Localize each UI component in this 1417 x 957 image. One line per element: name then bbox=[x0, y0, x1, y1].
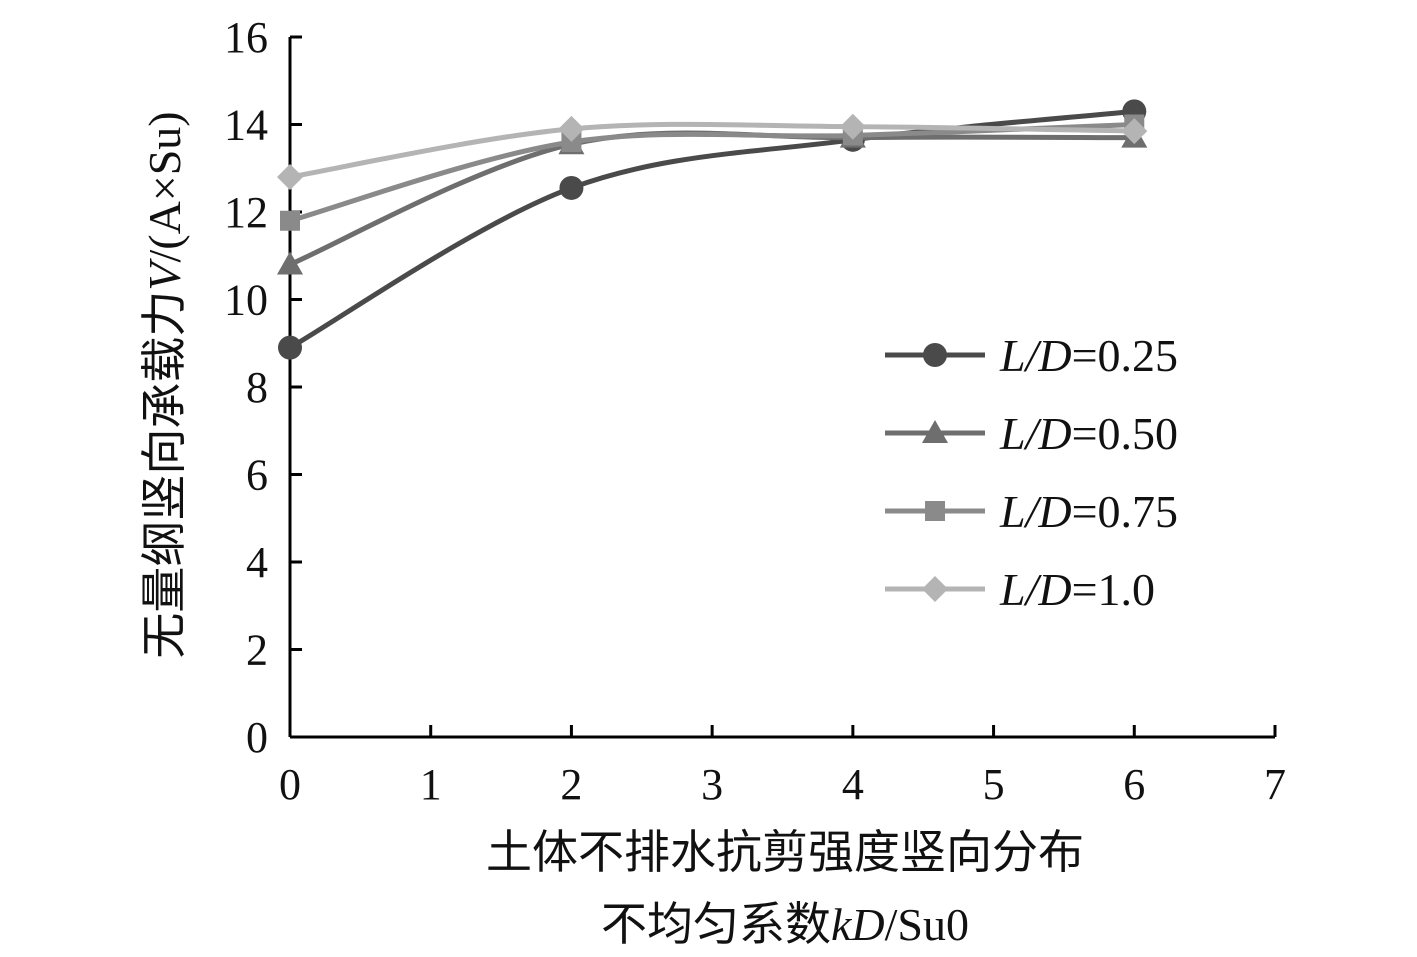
series-layer bbox=[277, 99, 1148, 360]
legend-item: L/D=0.75 bbox=[885, 486, 1178, 537]
legend-marker bbox=[925, 501, 945, 521]
x-tick-label: 1 bbox=[420, 760, 442, 809]
legend-label-value: =0.50 bbox=[1072, 408, 1178, 459]
data-point bbox=[559, 175, 584, 200]
data-point bbox=[278, 335, 302, 360]
x-axis-title-line1: 土体不排水抗剪强度竖向分布 bbox=[486, 827, 1084, 878]
x-axis-title-suffix: /Su0 bbox=[885, 899, 969, 950]
series-line bbox=[288, 108, 1135, 350]
legend-label: L/D=0.75 bbox=[999, 486, 1178, 537]
y-tick-label: 12 bbox=[224, 188, 268, 237]
x-tick-label: 5 bbox=[983, 760, 1005, 809]
x-axis-title-line2: 不均匀系数kD/Su0 bbox=[601, 899, 969, 950]
y-axis-title-prefix: 无量纲竖向承载力 bbox=[139, 291, 190, 659]
series-line bbox=[289, 121, 1135, 180]
data-point bbox=[1121, 118, 1148, 145]
legend-marker bbox=[923, 343, 947, 367]
legend-item: L/D=0.25 bbox=[885, 330, 1178, 381]
y-tick-label: 4 bbox=[246, 538, 268, 587]
data-point bbox=[561, 132, 582, 152]
legend-label-value: =1.0 bbox=[1072, 564, 1155, 615]
y-tick-label: 0 bbox=[246, 713, 268, 762]
y-tick-label: 10 bbox=[224, 276, 268, 325]
y-tick-label: 8 bbox=[246, 363, 268, 412]
y-tick-label: 16 bbox=[224, 13, 268, 62]
data-point bbox=[277, 164, 303, 190]
legend-item: L/D=0.50 bbox=[885, 408, 1178, 459]
y-axis-title-italic: V bbox=[139, 258, 190, 291]
y-tick-label: 14 bbox=[224, 101, 268, 150]
series-1 bbox=[277, 124, 1148, 275]
data-point bbox=[839, 113, 866, 140]
legend: L/D=0.25L/D=0.50L/D=0.75L/D=1.0 bbox=[885, 330, 1178, 615]
x-tick-label: 3 bbox=[701, 760, 723, 809]
legend-label-italic: L/D bbox=[999, 486, 1072, 537]
legend-label-italic: L/D bbox=[999, 408, 1072, 459]
legend-label-value: =0.25 bbox=[1072, 330, 1178, 381]
y-axis-title: 无量纲竖向承载力V/(A×Su) bbox=[139, 111, 190, 658]
legend-label-italic: L/D bbox=[999, 564, 1072, 615]
x-tick-label: 0 bbox=[279, 760, 301, 809]
data-point bbox=[558, 115, 585, 142]
legend-item: L/D=1.0 bbox=[885, 564, 1155, 615]
series-3 bbox=[277, 113, 1148, 190]
legend-label-value: =0.75 bbox=[1072, 486, 1178, 537]
x-axis-title-italic: kD bbox=[831, 899, 885, 950]
y-axis-title-suffix: /(A×Su) bbox=[139, 111, 190, 262]
x-axis-title-prefix: 不均匀系数 bbox=[601, 899, 831, 950]
x-tick-label: 6 bbox=[1123, 760, 1145, 809]
legend-label-italic: L/D bbox=[999, 330, 1072, 381]
legend-marker bbox=[922, 420, 948, 443]
axes bbox=[288, 35, 1277, 739]
x-tick-label: 7 bbox=[1264, 760, 1286, 809]
legend-label: L/D=0.25 bbox=[999, 330, 1178, 381]
data-point bbox=[280, 210, 300, 231]
legend-marker bbox=[922, 576, 948, 602]
x-tick-label: 2 bbox=[560, 760, 582, 809]
x-tick-label: 4 bbox=[842, 760, 864, 809]
y-tick-label: 2 bbox=[246, 626, 268, 675]
legend-label: L/D=0.50 bbox=[999, 408, 1178, 459]
y-tick-label: 6 bbox=[246, 451, 268, 500]
data-point bbox=[277, 251, 303, 275]
legend-label: L/D=1.0 bbox=[999, 564, 1155, 615]
